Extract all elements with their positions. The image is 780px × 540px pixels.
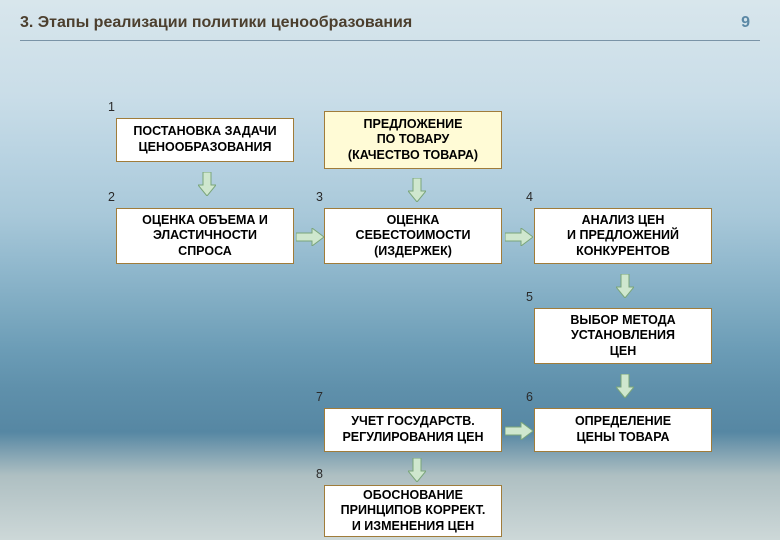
page-number: 9 bbox=[741, 14, 750, 32]
step-box-s6: ОПРЕДЕЛЕНИЕЦЕНЫ ТОВАРА bbox=[534, 408, 712, 452]
step-box-s2: ОЦЕНКА ОБЪЕМА ИЭЛАСТИЧНОСТИСПРОСА bbox=[116, 208, 294, 264]
arrow-a_4_5 bbox=[616, 274, 634, 298]
step-number-6: 6 bbox=[526, 390, 533, 404]
step-number-3: 3 bbox=[316, 190, 323, 204]
step-box-s1: ПОСТАНОВКА ЗАДАЧИЦЕНООБРАЗОВАНИЯ bbox=[116, 118, 294, 162]
step-number-7: 7 bbox=[316, 390, 323, 404]
arrow-a_1_down bbox=[198, 172, 216, 196]
step-box-s7: УЧЕТ ГОСУДАРСТВ.РЕГУЛИРОВАНИЯ ЦЕН bbox=[324, 408, 502, 452]
step-number-1: 1 bbox=[108, 100, 115, 114]
page-title: 3. Этапы реализации политики ценообразов… bbox=[20, 14, 412, 32]
arrow-a_5_6 bbox=[616, 374, 634, 398]
step-number-5: 5 bbox=[526, 290, 533, 304]
step-box-top_right: ПРЕДЛОЖЕНИЕПО ТОВАРУ(КАЧЕСТВО ТОВАРА) bbox=[324, 111, 502, 169]
arrow-a_2_3 bbox=[296, 228, 324, 246]
step-box-s5: ВЫБОР МЕТОДАУСТАНОВЛЕНИЯЦЕН bbox=[534, 308, 712, 364]
step-box-s8: ОБОСНОВАНИЕПРИНЦИПОВ КОРРЕКТ.И ИЗМЕНЕНИЯ… bbox=[324, 485, 502, 537]
step-number-8: 8 bbox=[316, 467, 323, 481]
title-underline bbox=[20, 40, 760, 41]
slide: 3. Этапы реализации политики ценообразов… bbox=[0, 0, 780, 540]
step-number-4: 4 bbox=[526, 190, 533, 204]
arrow-a_3_4 bbox=[505, 228, 533, 246]
arrow-a_tr_down bbox=[408, 178, 426, 202]
arrow-a_7_8 bbox=[408, 458, 426, 482]
arrow-a_7_6 bbox=[505, 422, 533, 440]
step-box-s4: АНАЛИЗ ЦЕНИ ПРЕДЛОЖЕНИЙКОНКУРЕНТОВ bbox=[534, 208, 712, 264]
step-box-s3: ОЦЕНКАСЕБЕСТОИМОСТИ(ИЗДЕРЖЕК) bbox=[324, 208, 502, 264]
step-number-2: 2 bbox=[108, 190, 115, 204]
